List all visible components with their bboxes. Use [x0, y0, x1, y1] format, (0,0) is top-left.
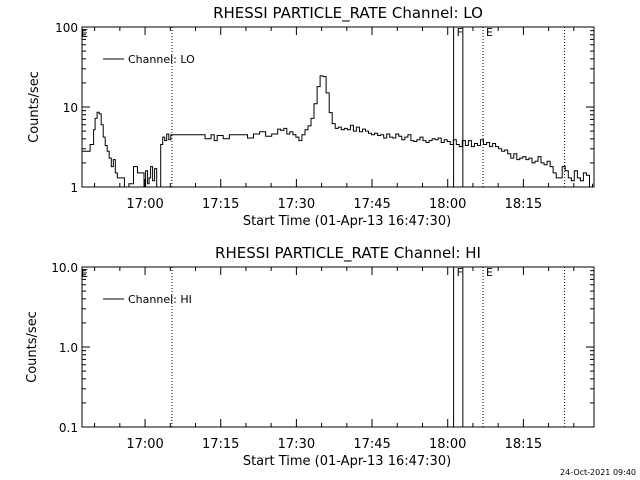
lo-x-tick-label: 17:15 — [202, 197, 239, 212]
hi-marker-label: E — [486, 266, 493, 279]
hi-y-tick-label: 0.1 — [59, 421, 78, 435]
lo-series-line — [82, 75, 593, 188]
lo-x-tick-label: 18:00 — [429, 197, 466, 212]
hi-x-axis-label: Start Time (01-Apr-13 16:47:30) — [243, 454, 451, 469]
hi-corner-label: E — [81, 267, 88, 280]
lo-legend: Channel: LO — [103, 53, 195, 66]
lo-channel-panel: RHESSI PARTICLE_RATE Channel: LO Counts/… — [27, 4, 595, 229]
lo-y-tick-label: 10 — [63, 101, 78, 115]
hi-channel-panel: RHESSI PARTICLE_RATE Channel: HI Counts/… — [25, 244, 595, 469]
hi-x-tick-label: 17:15 — [202, 437, 239, 452]
hi-y-axis-label: Counts/sec — [25, 311, 40, 383]
hi-legend-label: Channel: HI — [128, 293, 192, 306]
lo-y-axis-label: Counts/sec — [27, 71, 42, 143]
lo-x-tick-label: 17:30 — [278, 197, 315, 212]
hi-chart-title: RHESSI PARTICLE_RATE Channel: HI — [215, 244, 481, 263]
lo-y-tick-label: 1 — [70, 181, 78, 195]
hi-y-tick-label: 10.0 — [51, 261, 78, 275]
hi-x-tick-label: 18:15 — [505, 437, 542, 452]
lo-x-tick-label: 17:00 — [126, 197, 163, 212]
lo-marker-label: E — [486, 26, 493, 39]
hi-legend: Channel: HI — [103, 293, 192, 306]
hi-x-tick-label: 17:30 — [278, 437, 315, 452]
hi-x-tick-label: 17:45 — [353, 437, 390, 452]
hi-marker-label: F — [457, 266, 463, 279]
lo-y-tick-label: 100 — [55, 21, 78, 35]
hi-x-tick-label: 18:00 — [429, 437, 466, 452]
lo-x-tick-label: 17:45 — [353, 197, 390, 212]
hi-y-tick-label: 1.0 — [59, 341, 78, 355]
lo-x-axis-label: Start Time (01-Apr-13 16:47:30) — [243, 214, 451, 229]
lo-corner-label: E — [81, 27, 88, 40]
hi-x-tick-label: 17:00 — [126, 437, 163, 452]
lo-legend-label: Channel: LO — [128, 53, 195, 66]
lo-x-tick-label: 18:15 — [505, 197, 542, 212]
lo-chart-title: RHESSI PARTICLE_RATE Channel: LO — [213, 4, 483, 23]
lo-marker-label: F — [457, 26, 463, 39]
footer-timestamp: 24-Oct-2021 09:40 — [560, 468, 636, 477]
